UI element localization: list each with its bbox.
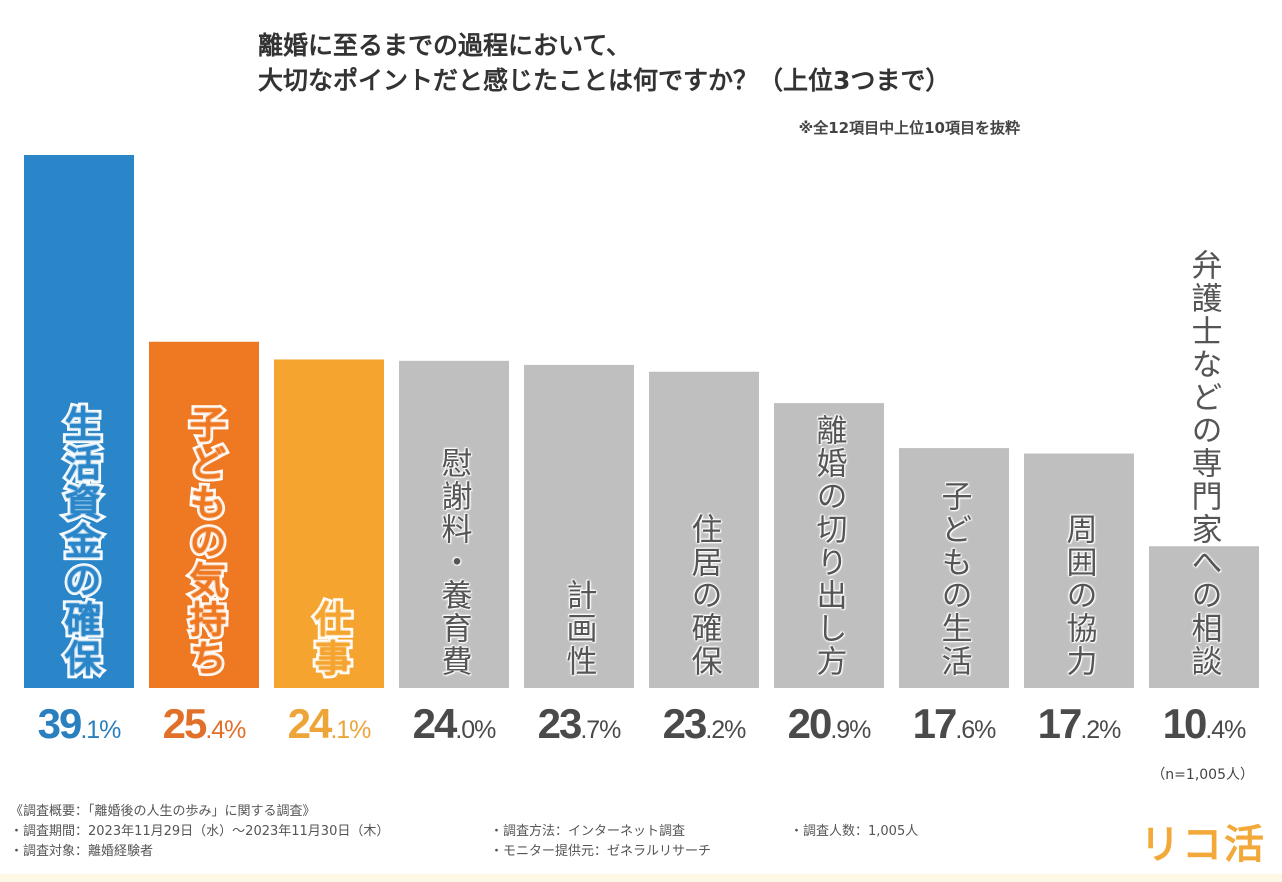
bar-category-label: 子どもの気持ち [180,402,229,681]
bar-3 [274,359,384,688]
bar-category-label: 慰謝料・養育費 [435,447,472,678]
chart-title: 離婚に至るまでの過程において、 大切なポイントだと感じたことは何ですか？（上位3… [258,28,950,98]
value-decimal: .1% [80,716,121,744]
survey-summary-col2: ・調査方法：インターネット調査 ・モニター提供元：ゼネラルリサーチ [490,822,711,862]
bottom-band [0,874,1282,882]
bar-10 [1149,546,1259,688]
bar-value-label: 39.1% [17,700,142,748]
survey-target: ・調査対象：離婚経験者 [10,844,154,859]
value-decimal: .0% [455,716,496,744]
bar-category-label: 生活資金の確保 [55,402,104,681]
bar-2 [149,341,259,688]
brand-logo: リコ活 [1140,822,1266,868]
value-integer: 25 [162,700,208,747]
bar-5 [524,364,634,688]
bar-category-label: 子どもの生活 [935,480,972,678]
sample-size-note: （n=1,005人） [1151,767,1254,783]
bar-1 [24,155,134,688]
bar-chart [24,155,1259,688]
chart-title-line2: 大切なポイントだと感じたことは何ですか？（上位3つまで） [258,66,951,95]
chart-title-line1: 離婚に至るまでの過程において、 [258,31,632,60]
value-decimal: .2% [1080,716,1121,744]
value-integer: 24 [412,700,458,747]
bar-category-label: 周囲の協力 [1060,513,1097,678]
bar-value-label: 24.0% [392,700,517,748]
value-decimal: .4% [1205,716,1246,744]
bar-value-label: 23.7% [517,700,642,748]
bar-value-label: 20.9% [767,700,892,748]
value-integer: 23 [662,700,708,747]
value-integer: 10 [1162,700,1208,747]
survey-method: ・調査方法：インターネット調査 [490,824,686,839]
bar-value-label: 17.6% [892,700,1017,748]
survey-heading: 《調査概要：「離婚後の人生の歩み」に関する調査》 [10,804,316,819]
value-decimal: .6% [955,716,996,744]
bar-9 [1024,453,1134,688]
survey-provider: ・モニター提供元：ゼネラルリサーチ [490,844,712,859]
bar-6 [649,371,759,688]
bar-value-label: 24.1% [267,700,392,748]
bar-category-label: 仕事 [305,597,354,681]
survey-summary: 《調査概要：「離婚後の人生の歩み」に関する調査》 ・調査期間：2023年11月2… [10,802,389,862]
bar-category-label: 計画性 [560,579,597,678]
bar-4 [399,360,509,688]
bar-value-label: 25.4% [142,700,267,748]
value-decimal: .9% [830,716,871,744]
value-decimal: .7% [580,716,621,744]
value-integer: 24 [287,700,333,747]
bar-category-label: 弁護士などの専門家への相談 [1185,249,1222,678]
value-integer: 39 [37,700,83,747]
bar-value-label: 17.2% [1017,700,1142,748]
bar-7 [774,403,884,688]
bar-category-label: 離婚の切り出し方 [810,414,847,678]
bar-value-label: 10.4% [1142,700,1267,748]
bar-category-label: 住居の確保 [685,513,722,678]
bar-8 [899,448,1009,688]
value-integer: 17 [912,700,958,747]
value-decimal: .2% [705,716,746,744]
survey-period: ・調査期間：2023年11月29日（水）～2023年11月30日（木） [10,824,390,839]
bar-value-label: 23.2% [642,700,767,748]
value-integer: 20 [787,700,833,747]
value-decimal: .4% [205,716,246,744]
chart-note: ※全12項目中上位10項目を抜粋 [798,119,1020,137]
value-integer: 23 [537,700,583,747]
value-integer: 17 [1037,700,1083,747]
survey-count: ・調査人数：1,005人 [790,824,919,839]
value-decimal: .1% [330,716,371,744]
